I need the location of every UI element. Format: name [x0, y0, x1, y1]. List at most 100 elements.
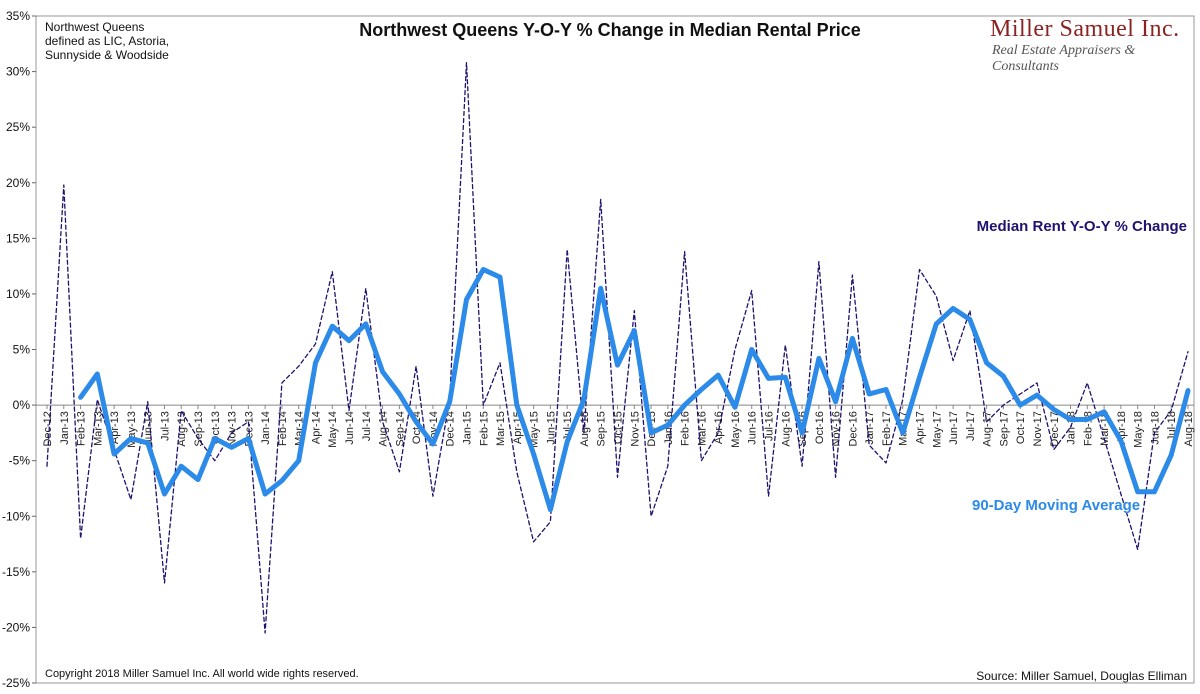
region-note-line: Sunnyside & Woodside [45, 48, 169, 62]
copyright-text: Copyright 2018 Miller Samuel Inc. All wo… [45, 668, 359, 680]
data-point-moving-average: Dec-14: 0.3% [449, 401, 451, 403]
brand-logo-name: Miller Samuel Inc. [990, 16, 1180, 42]
data-point-monthly: Jan-17: -3.6% [868, 444, 870, 446]
x-tick-label: Jun-16 [747, 411, 759, 445]
data-point-monthly: Jun-18: -2.5% [1153, 432, 1155, 434]
data-point-moving-average: May-13: -3% [130, 437, 132, 439]
x-tick-label: Jun-17 [948, 411, 960, 445]
x-tick-label: Aug-16 [780, 411, 792, 446]
x-tick-label: Jul-17 [965, 411, 977, 441]
data-point-moving-average: Feb-17: 1.4% [885, 389, 887, 391]
source-text: Source: Miller Samuel, Douglas Elliman [976, 669, 1187, 683]
data-point-moving-average: Sep-17: 2.6% [1002, 375, 1004, 377]
data-point-monthly: Mar-15: 3.8% [499, 362, 501, 364]
data-point-monthly: Mar-18: -3% [1103, 437, 1105, 439]
data-point-monthly: Jul-17: 8.5% [969, 310, 971, 312]
y-tick-label: 0% [13, 398, 31, 412]
x-tick-label: Sep-14 [394, 411, 406, 446]
y-tick-label: -15% [2, 565, 30, 579]
data-point-monthly: May-18: -13% [1137, 549, 1139, 551]
data-point-moving-average: Jun-14: 5.8% [348, 340, 350, 342]
data-point-monthly: Dec-16: 11.7% [851, 274, 853, 276]
x-tick-label: Jun-18 [1149, 411, 1161, 445]
data-point-moving-average: Jun-17: 8.7% [952, 307, 954, 309]
x-tick-label: Nov-13 [227, 411, 239, 446]
x-tick-label: Aug-13 [176, 411, 188, 446]
data-point-moving-average: Oct-14: -1.5% [415, 421, 417, 423]
data-point-monthly: Feb-13: -12% [80, 538, 82, 540]
data-point-monthly: Sep-13: -3% [197, 437, 199, 439]
data-point-moving-average: Mar-13: 2.8% [96, 373, 98, 375]
data-point-monthly: Oct-14: 3.5% [415, 365, 417, 367]
x-tick-label: May-17 [931, 411, 943, 448]
data-point-monthly: Jan-14: -20.5% [264, 632, 266, 634]
x-tick-label: Sep-17 [998, 411, 1010, 446]
data-point-moving-average: Mar-17: -2.5% [902, 432, 904, 434]
data-point-moving-average: Mar-14: -5% [298, 460, 300, 462]
x-tick-label: Aug-14 [378, 411, 390, 446]
y-tick-label: -10% [2, 509, 30, 523]
data-point-moving-average: Nov-13: -3.8% [231, 446, 233, 448]
data-point-monthly: Apr-17: 12.2% [919, 269, 921, 271]
x-tick-label: May-15 [529, 411, 541, 448]
x-tick-label: May-14 [327, 411, 339, 448]
data-point-monthly: Oct-16: 12.9% [818, 261, 820, 263]
data-point-moving-average: Feb-14: -6.8% [281, 480, 283, 482]
y-axis: -25% -20% -15% -10% -5% 0% 5% 10% 15% 20% 25% 30% 35… [2, 9, 1195, 690]
data-point-moving-average: May-14: 7.1% [331, 325, 333, 327]
legend-label-monthly: Median Rent Y-O-Y % Change [976, 218, 1187, 235]
data-point-moving-average: Aug-16: 2.5% [784, 376, 786, 378]
x-tick-label: Nov-15 [629, 411, 641, 446]
data-point-moving-average: Sep-14: 1% [398, 393, 400, 395]
data-point-monthly: Dec-15: -10% [650, 515, 652, 517]
data-point-moving-average: Apr-17: 2.5% [919, 376, 921, 378]
data-point-moving-average: Mar-16: 1.4% [700, 389, 702, 391]
data-point-moving-average: Nov-16: 0.3% [835, 401, 837, 403]
data-point-monthly: Dec-13: -1.5% [247, 421, 249, 423]
data-point-monthly: May-16: 5% [734, 349, 736, 351]
data-point-monthly: Aug-18: 4.8% [1187, 351, 1189, 353]
data-point-monthly: Apr-18: -8% [1120, 493, 1122, 495]
data-point-moving-average: Oct-15: 3.6% [617, 364, 619, 366]
series-line-monthly [46, 62, 1189, 634]
x-tick-label: Jul-16 [764, 411, 776, 441]
x-tick-label: Jun-13 [143, 411, 155, 445]
x-tick-label: Jun-14 [344, 411, 356, 445]
data-point-moving-average: Oct-17: 0% [1019, 404, 1021, 406]
data-point-monthly: Mar-16: -5% [700, 460, 702, 462]
x-tick-label: Feb-16 [680, 411, 692, 446]
data-point-moving-average: Dec-15: -2.5% [650, 432, 652, 434]
x-tick-label: May-16 [730, 411, 742, 448]
data-point-monthly: Jan-15: 30.8% [466, 62, 468, 64]
data-point-monthly: Feb-18: 2% [1086, 382, 1088, 384]
x-tick-label: Sep-15 [596, 411, 608, 446]
data-point-moving-average: Jul-16: 2.4% [768, 377, 770, 379]
data-point-moving-average: Nov-15: 6.7% [633, 330, 635, 332]
data-point-monthly: Jan-18: -2% [1070, 426, 1072, 428]
data-point-monthly: Sep-17: 0% [1002, 404, 1004, 406]
x-tick-label: Nov-17 [1032, 411, 1044, 446]
data-point-moving-average: Dec-17: -0.4% [1053, 409, 1055, 411]
data-point-moving-average: Jan-17: 1% [868, 393, 870, 395]
x-tick-label: Feb-13 [76, 411, 88, 446]
y-tick-label: 35% [6, 9, 30, 23]
data-point-moving-average: Nov-14: -3.5% [432, 443, 434, 445]
data-point-monthly: Nov-15: 8.5% [633, 310, 635, 312]
x-tick-label: Apr-14 [310, 411, 322, 444]
x-tick-label: May-18 [1133, 411, 1145, 448]
data-point-monthly: Oct-17: 1% [1019, 393, 1021, 395]
data-point-monthly: Sep-15: 18.5% [600, 198, 602, 200]
x-tick-label: Dec-17 [1049, 411, 1061, 446]
region-note-line: defined as LIC, Astoria, [45, 34, 170, 48]
data-point-moving-average: Jun-15: -9.4% [549, 509, 551, 511]
chart-title: Northwest Queens Y-O-Y % Change in Media… [359, 20, 861, 40]
data-point-moving-average: Feb-13: 0.7% [80, 396, 82, 398]
x-tick-label: Feb-17 [881, 411, 893, 446]
data-point-moving-average: May-18: -7.8% [1137, 491, 1139, 493]
data-point-moving-average: May-16: -0.2% [734, 406, 736, 408]
x-tick-label: Jul-13 [159, 411, 171, 441]
data-point-moving-average: Dec-13: -3% [247, 437, 249, 439]
x-tick-label: Aug-17 [982, 411, 994, 446]
x-tick-label: Nov-16 [831, 411, 843, 446]
